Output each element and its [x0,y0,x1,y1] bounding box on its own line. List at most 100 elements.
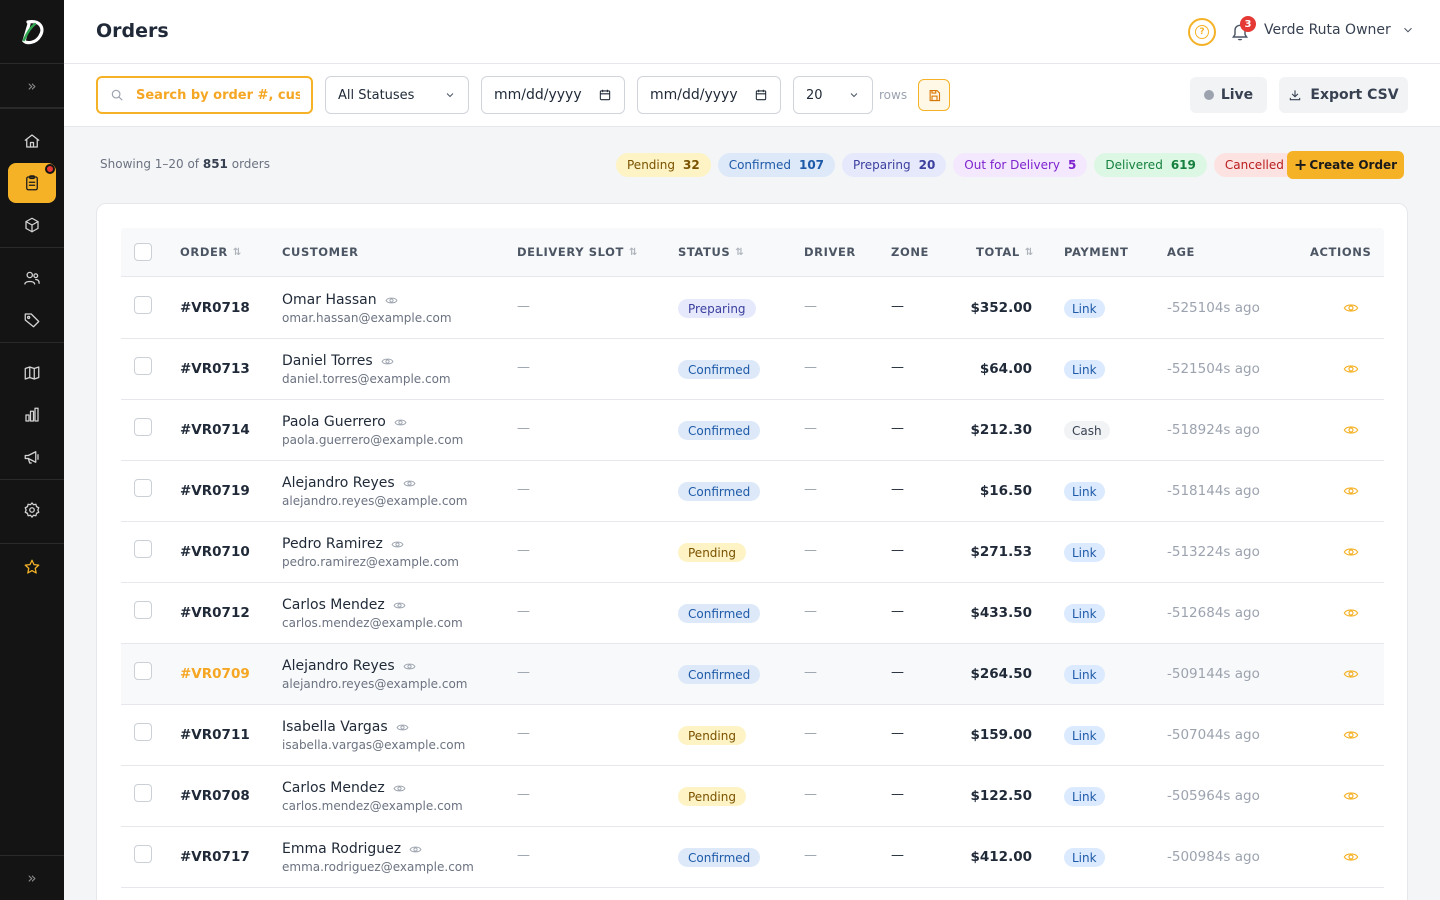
date-from-input[interactable]: mm/dd/yyyy [481,76,625,114]
brand-logo[interactable] [0,0,64,64]
sidebar-expand-button[interactable]: » [0,64,64,108]
sidebar-item-customers[interactable] [8,258,56,298]
view-order-button[interactable] [1343,605,1359,625]
customer-name[interactable]: Pedro Ramirez [282,536,459,552]
table-row[interactable]: #VR0713 Daniel Torres daniel.torres@exampl… [121,339,1384,400]
view-order-button[interactable] [1343,300,1359,320]
payment-badge: Link [1064,604,1105,623]
create-order-label: Create Order [1309,158,1398,172]
status-filter-select[interactable]: All Statuses [325,76,469,114]
live-toggle-button[interactable]: Live [1190,77,1267,113]
customer-name[interactable]: Alejandro Reyes [282,475,467,491]
sidebar-collapse-button[interactable]: » [0,855,64,900]
rows-per-page-select[interactable]: 20 [793,76,873,114]
table-row[interactable]: #VR0718 Omar Hassan omar.hassan@example.co… [121,278,1384,339]
sidebar-item-settings[interactable] [8,490,56,530]
row-checkbox[interactable] [134,601,152,619]
row-checkbox[interactable] [134,357,152,375]
sidebar-item-home[interactable] [8,121,56,161]
live-label: Live [1220,87,1254,103]
order-id-link[interactable]: #VR0713 [180,361,250,377]
sidebar-item-marketing[interactable] [8,437,56,477]
status-chip[interactable]: Pending 32 [616,153,711,177]
sidebar-item-zones[interactable] [8,353,56,393]
customer-name[interactable]: Carlos Mendez [282,597,463,613]
status-chip[interactable]: Delivered 619 [1094,153,1207,177]
table-row[interactable]: #VR0709 Alejandro Reyes alejandro.reyes@ex… [121,644,1384,705]
order-id-link[interactable]: #VR0709 [180,666,250,682]
view-order-button[interactable] [1343,788,1359,808]
help-button[interactable]: ? [1188,18,1216,46]
search-input[interactable] [136,87,300,103]
view-order-button[interactable] [1343,849,1359,869]
customer-name[interactable]: Alejandro Reyes [282,658,467,674]
sidebar-item-orders[interactable] [8,163,56,203]
status-chip[interactable]: Confirmed 107 [717,153,836,177]
eye-icon [393,602,406,608]
table-row[interactable]: #VR0712 Carlos Mendez carlos.mendez@exampl… [121,583,1384,644]
sidebar-item-promotions[interactable] [8,300,56,340]
customer-name[interactable]: Paola Guerrero [282,414,463,430]
order-id-link[interactable]: #VR0717 [180,849,250,865]
save-filter-button[interactable] [918,79,950,111]
sidebar-item-reports[interactable] [8,395,56,435]
order-id-link[interactable]: #VR0710 [180,544,250,560]
view-order-button[interactable] [1343,727,1359,747]
order-age: -518144s ago [1167,483,1260,499]
customer-name[interactable]: Isabella Vargas [282,719,465,735]
customer-email: daniel.torres@example.com [282,372,451,386]
eye-icon [396,724,409,730]
table-row[interactable]: #VR0711 Isabella Vargas isabella.vargas@ex… [121,705,1384,766]
top-header: Orders ? 3 Verde Ruta Owner [64,0,1440,64]
customer-name[interactable]: Omar Hassan [282,292,452,308]
customer-name[interactable]: Carlos Mendez [282,780,463,796]
row-checkbox[interactable] [134,296,152,314]
status-chip-count: 32 [682,158,700,172]
status-chip[interactable]: Preparing 20 [842,153,947,177]
payment-cell: Link [1064,543,1105,562]
row-checkbox[interactable] [134,662,152,680]
row-checkbox[interactable] [134,479,152,497]
col-delivery-slot[interactable]: DELIVERY SLOT ⇅ [517,245,637,259]
order-id-link[interactable]: #VR0718 [180,300,250,316]
status-chip[interactable]: Out for Delivery 5 [953,153,1088,177]
customer-name-text: Paola Guerrero [282,414,386,430]
eye-icon [385,297,398,303]
table-row[interactable]: #VR0710 Pedro Ramirez pedro.ramirez@exampl… [121,522,1384,583]
customer-name[interactable]: Daniel Torres [282,353,451,369]
row-checkbox[interactable] [134,418,152,436]
sort-icon: ⇅ [735,246,744,258]
zone-value: — [891,360,904,375]
eye-icon [391,541,404,547]
col-order[interactable]: ORDER ⇅ [180,245,241,259]
table-row[interactable]: #VR0719 Alejandro Reyes alejandro.reyes@ex… [121,461,1384,522]
sidebar-item-products[interactable] [8,205,56,245]
table-row[interactable]: #VR0717 Emma Rodriguez emma.rodriguez@exam… [121,827,1384,888]
order-id-link[interactable]: #VR0708 [180,788,250,804]
view-order-button[interactable] [1343,422,1359,442]
order-id-link[interactable]: #VR0719 [180,483,250,499]
row-checkbox[interactable] [134,784,152,802]
view-order-button[interactable] [1343,361,1359,381]
row-checkbox[interactable] [134,540,152,558]
select-all-checkbox[interactable] [134,243,152,261]
date-to-input[interactable]: mm/dd/yyyy [637,76,781,114]
order-id-link[interactable]: #VR0712 [180,605,250,621]
table-row[interactable]: #VR0714 Paola Guerrero paola.guerrero@exam… [121,400,1384,461]
export-csv-button[interactable]: Export CSV [1279,77,1408,113]
row-checkbox[interactable] [134,723,152,741]
col-status[interactable]: STATUS ⇅ [678,245,744,259]
view-order-button[interactable] [1343,483,1359,503]
table-row[interactable]: #VR0708 Carlos Mendez carlos.mendez@exampl… [121,766,1384,827]
view-order-button[interactable] [1343,544,1359,564]
col-total[interactable]: TOTAL ⇅ [976,245,1033,259]
row-checkbox[interactable] [134,845,152,863]
sidebar-item-favorites[interactable] [8,547,56,587]
view-order-button[interactable] [1343,666,1359,686]
order-id-link[interactable]: #VR0714 [180,422,250,438]
order-id-link[interactable]: #VR0711 [180,727,250,743]
customer-name[interactable]: Emma Rodriguez [282,841,474,857]
user-menu[interactable]: Verde Ruta Owner [1264,22,1415,38]
driver-value: — [804,421,817,436]
create-order-button[interactable]: + Create Order [1287,151,1404,179]
